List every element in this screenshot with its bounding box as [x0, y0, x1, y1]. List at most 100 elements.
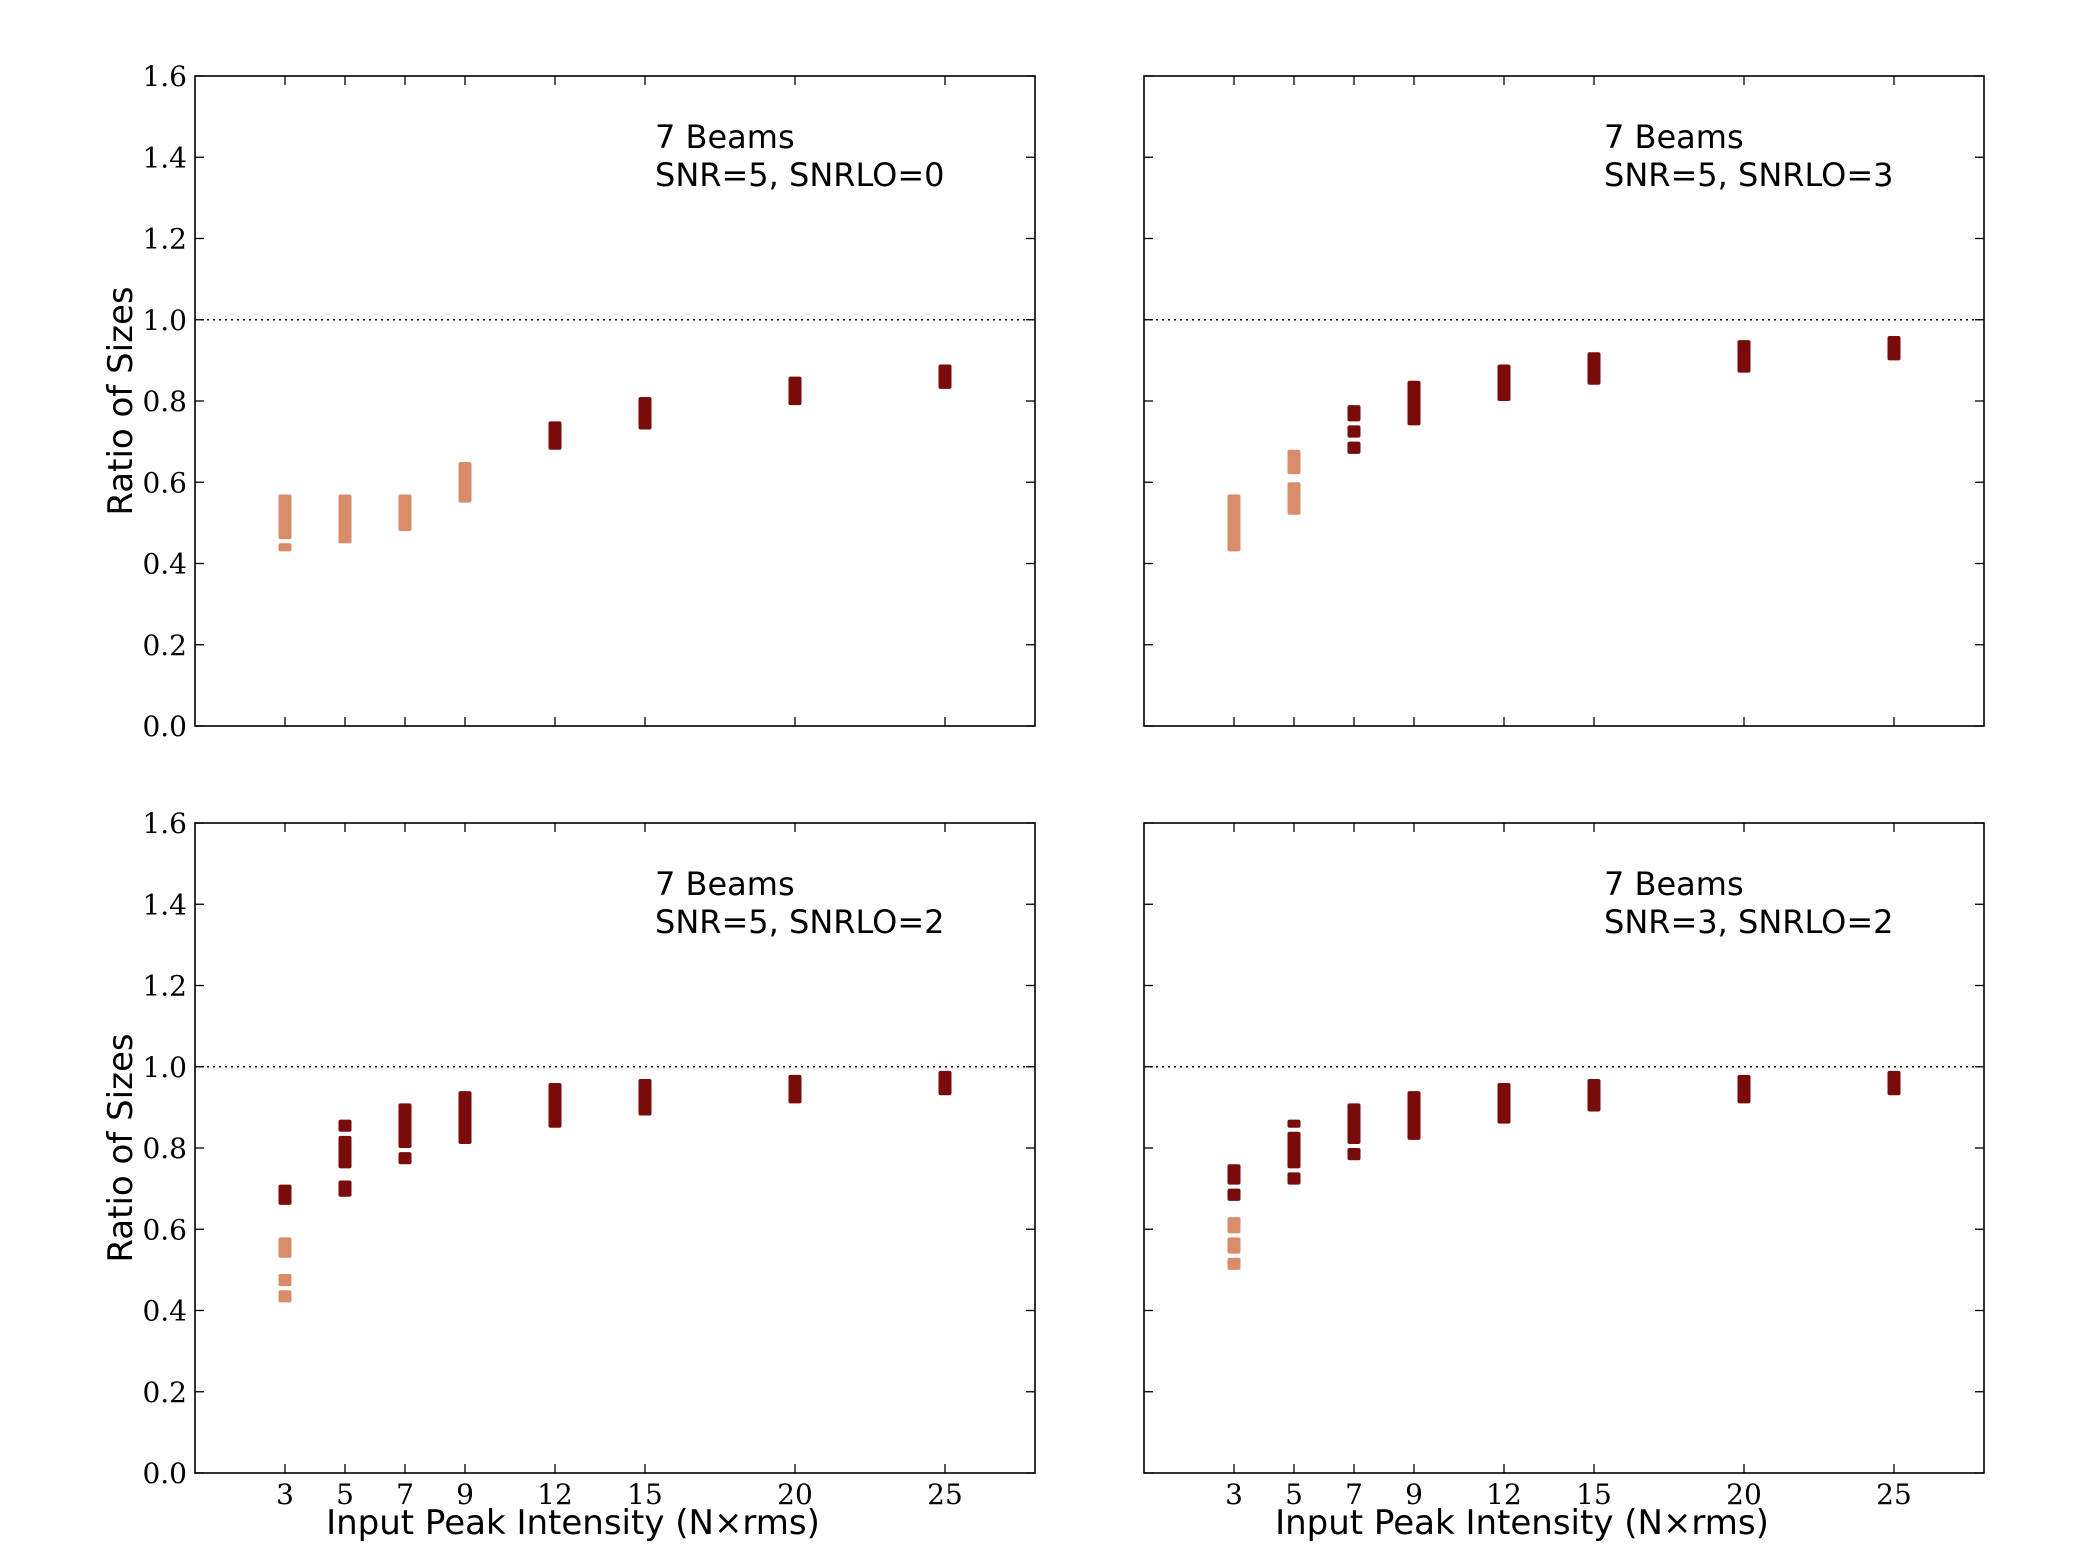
data-marker [338, 1180, 352, 1197]
y-axis-title: Ratio of Sizes [101, 1033, 141, 1262]
data-marker [1287, 1119, 1301, 1128]
data-marker [1287, 482, 1301, 515]
x-tick-label: 3 [276, 1478, 294, 1511]
x-tick-label: 3 [1225, 1478, 1243, 1511]
panel-annotation: SNR=5, SNRLO=2 [655, 903, 945, 941]
data-marker [1227, 1237, 1241, 1254]
data-marker [638, 1078, 652, 1116]
data-marker [1737, 1074, 1751, 1104]
x-tick-label: 7 [396, 1478, 414, 1511]
panel-annotation: 7 Beams [655, 865, 795, 903]
data-marker [788, 1074, 802, 1104]
data-marker [1407, 380, 1421, 426]
y-tick-label: 0.8 [142, 385, 187, 418]
x-tick-label: 9 [1405, 1478, 1423, 1511]
data-marker [1347, 1103, 1361, 1144]
x-tick-label: 12 [1486, 1478, 1522, 1511]
data-marker [338, 494, 352, 544]
y-tick-label: 0.6 [142, 1213, 187, 1246]
data-marker [398, 1103, 412, 1148]
y-tick-label: 0.0 [142, 710, 187, 743]
y-tick-label: 0.0 [142, 1457, 187, 1490]
data-marker [338, 1135, 352, 1169]
data-marker [458, 461, 472, 503]
data-marker [1587, 1078, 1601, 1112]
data-marker [458, 1091, 472, 1144]
data-marker [1347, 441, 1361, 454]
data-marker [1287, 1172, 1301, 1185]
data-marker [1227, 1257, 1241, 1270]
x-tick-label: 5 [336, 1478, 354, 1511]
y-tick-label: 0.2 [142, 629, 187, 662]
data-marker [638, 396, 652, 430]
panel-annotation: SNR=3, SNRLO=2 [1604, 903, 1894, 941]
x-tick-label: 15 [1576, 1478, 1612, 1511]
data-marker [1407, 1091, 1421, 1140]
data-marker [1497, 364, 1511, 401]
x-tick-label: 15 [627, 1478, 663, 1511]
y-tick-label: 1.2 [142, 970, 187, 1003]
data-marker [1227, 1217, 1241, 1234]
panel-1: 0.0 0.2 0.4 0.6 0.8 1.0 1.2 1.4 1.6 7 BeamsSNR=5,… [101, 60, 1036, 743]
data-marker [1347, 1148, 1361, 1161]
panel-annotation: 7 Beams [1604, 865, 1744, 903]
data-marker [278, 1290, 292, 1303]
x-tick-label: 25 [927, 1478, 963, 1511]
y-tick-label: 1.6 [142, 60, 187, 93]
data-marker [398, 494, 412, 531]
data-marker [1887, 336, 1901, 361]
x-tick-label: 9 [456, 1478, 474, 1511]
data-marker [278, 543, 292, 552]
data-marker [1227, 494, 1241, 552]
y-tick-label: 1.0 [142, 304, 187, 337]
x-axis-title: Input Peak Intensity (N×rms) [326, 1503, 820, 1543]
panel-annotation: 7 Beams [1604, 118, 1744, 156]
y-tick-label: 0.8 [142, 1132, 187, 1165]
x-tick-label: 20 [777, 1478, 813, 1511]
data-marker [1287, 449, 1301, 475]
data-marker [278, 1273, 292, 1287]
data-marker [278, 1184, 292, 1205]
data-marker [788, 376, 802, 406]
data-marker [278, 1237, 292, 1258]
y-tick-label: 1.4 [142, 141, 187, 174]
panel-annotation: 7 Beams [655, 118, 795, 156]
x-tick-label: 20 [1726, 1478, 1762, 1511]
data-marker [338, 1119, 352, 1132]
y-tick-label: 1.0 [142, 1051, 187, 1084]
data-marker [1227, 1164, 1241, 1185]
y-tick-label: 1.4 [142, 888, 187, 921]
data-marker [1887, 1070, 1901, 1096]
y-tick-label: 0.6 [142, 466, 187, 499]
data-marker [1497, 1083, 1511, 1124]
x-tick-label: 7 [1345, 1478, 1363, 1511]
x-tick-label: 12 [537, 1478, 573, 1511]
y-tick-label: 0.4 [142, 1295, 187, 1328]
data-marker [548, 421, 562, 450]
panel-annotation: SNR=5, SNRLO=3 [1604, 156, 1894, 194]
x-tick-label: 25 [1876, 1478, 1912, 1511]
data-marker [1587, 352, 1601, 385]
y-tick-label: 1.6 [142, 807, 187, 840]
data-marker [398, 1152, 412, 1165]
data-marker [938, 1070, 952, 1096]
y-tick-label: 0.2 [142, 1376, 187, 1409]
data-marker [1227, 1188, 1241, 1201]
data-marker [1737, 340, 1751, 373]
y-tick-label: 0.4 [142, 548, 187, 581]
data-marker [938, 364, 952, 389]
x-tick-label: 5 [1285, 1478, 1303, 1511]
panel-annotation: SNR=5, SNRLO=0 [655, 156, 945, 194]
data-marker [548, 1083, 562, 1128]
data-marker [278, 494, 292, 540]
y-axis-title: Ratio of Sizes [101, 286, 141, 515]
x-axis-title: Input Peak Intensity (N×rms) [1275, 1503, 1769, 1543]
y-tick-label: 1.2 [142, 223, 187, 256]
data-marker [1347, 425, 1361, 438]
data-marker [1287, 1131, 1301, 1169]
panel-3: 0.0 0.2 0.4 0.6 0.8 1.0 1.2 1.4 1.6 3 5 7 9 12 15 20 25 7… [101, 807, 1036, 1543]
data-marker [1347, 405, 1361, 422]
